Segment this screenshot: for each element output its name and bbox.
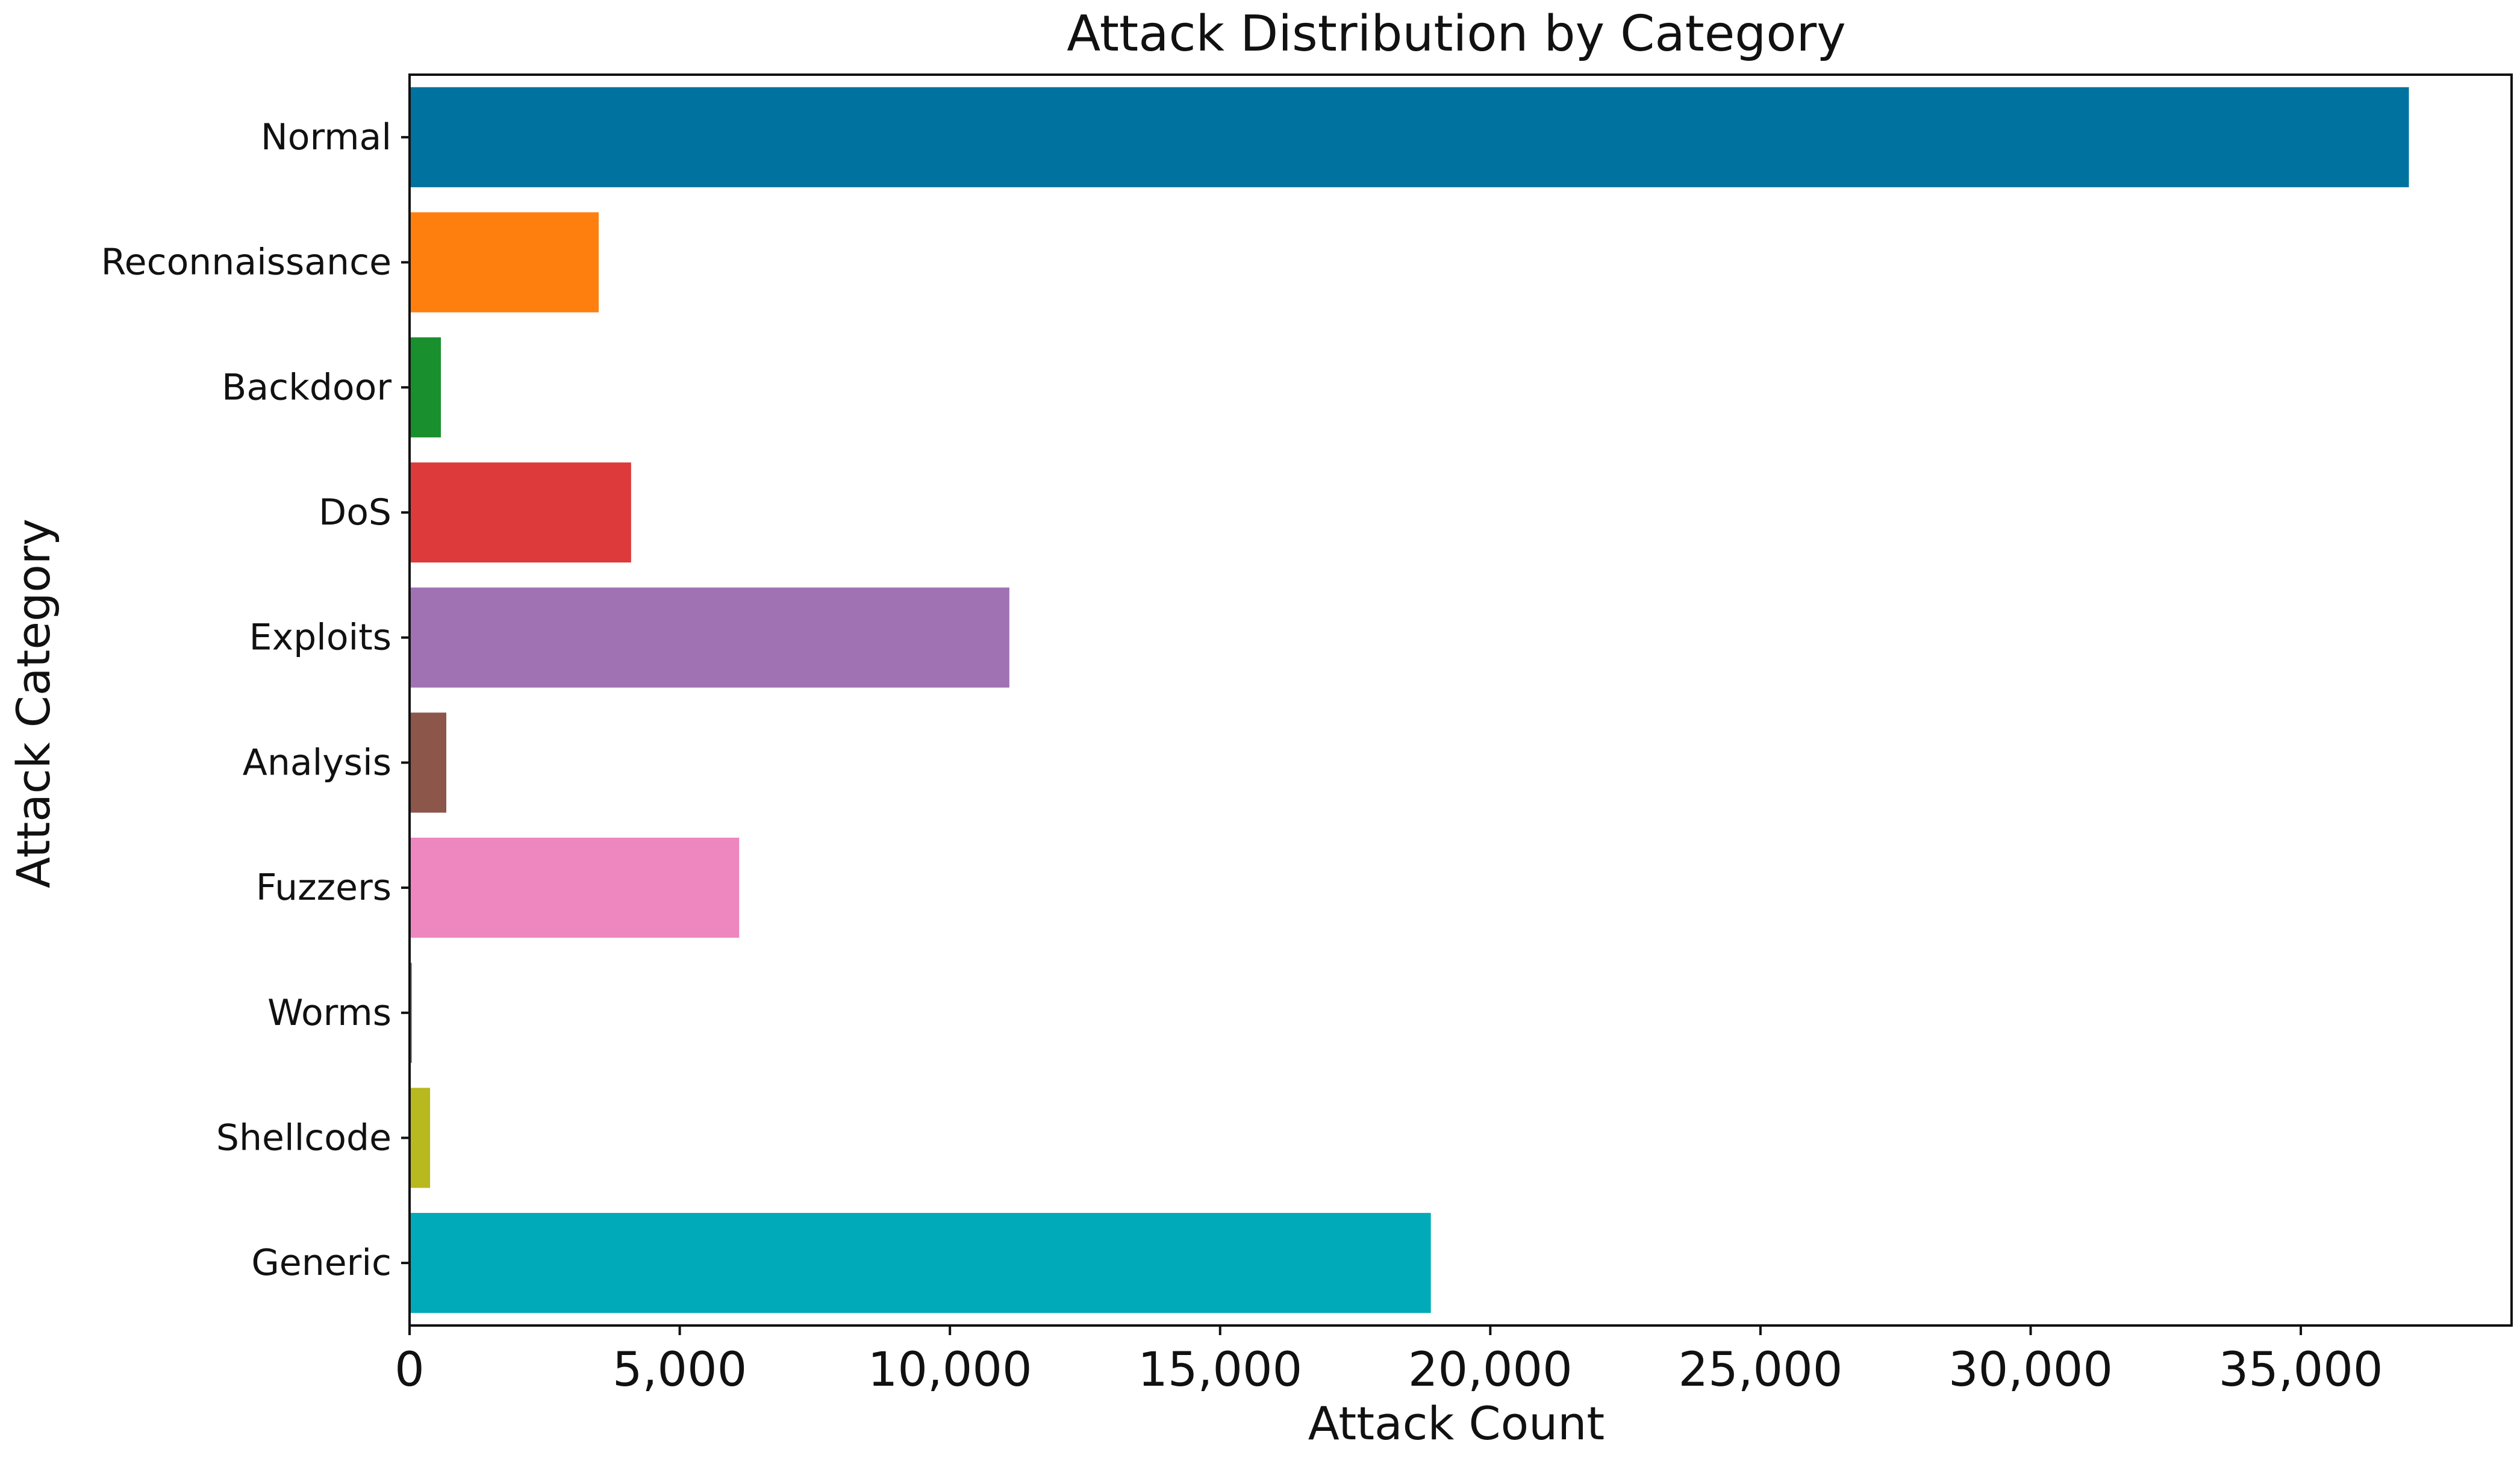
x-axis-ticks: 0 5,000 10,000 15,000 20,000 25,000 30,000 35,0…	[395, 1325, 2383, 1397]
bar-reconnaissance	[410, 212, 599, 313]
bar-generic	[410, 1213, 1431, 1313]
y-tick-label-normal: Normal	[261, 116, 391, 158]
x-tick-label: 25,000	[1678, 1343, 1842, 1397]
x-tick-label: 15,000	[1138, 1343, 1302, 1397]
y-tick-label-shellcode: Shellcode	[216, 1117, 391, 1159]
chart-title: Attack Distribution by Category	[1067, 5, 1846, 63]
y-tick-label-analysis: Analysis	[243, 741, 391, 783]
bars-group	[410, 87, 2409, 1313]
x-tick-label: 35,000	[2219, 1343, 2383, 1397]
y-axis-label: Attack Category	[7, 519, 60, 888]
x-tick-label: 0	[395, 1343, 425, 1397]
y-tick-label-backdoor: Backdoor	[222, 366, 391, 408]
x-tick-label: 30,000	[1948, 1343, 2113, 1397]
bar-fuzzers	[410, 837, 740, 938]
x-tick-label: 5,000	[613, 1343, 747, 1397]
bar-analysis	[410, 712, 447, 813]
x-tick-label: 20,000	[1408, 1343, 1573, 1397]
bar-dos	[410, 462, 631, 563]
y-tick-label-reconnaissance: Reconnaissance	[101, 241, 391, 284]
y-tick-label-generic: Generic	[251, 1242, 391, 1284]
bar-shellcode	[410, 1088, 431, 1188]
x-axis-label: Attack Count	[1308, 1397, 1605, 1450]
y-tick-label-dos: DoS	[319, 491, 391, 534]
y-tick-label-fuzzers: Fuzzers	[256, 867, 391, 909]
bar-backdoor	[410, 337, 441, 438]
y-tick-label-worms: Worms	[267, 992, 391, 1034]
bar-exploits	[410, 587, 1009, 688]
bar-normal	[410, 87, 2409, 187]
x-tick-label: 10,000	[868, 1343, 1032, 1397]
y-axis-ticks: Normal Reconnaissance Backdoor DoS Exploits A…	[101, 116, 410, 1284]
plot-area-frame	[408, 73, 2513, 1327]
y-tick-label-exploits: Exploits	[249, 617, 391, 659]
